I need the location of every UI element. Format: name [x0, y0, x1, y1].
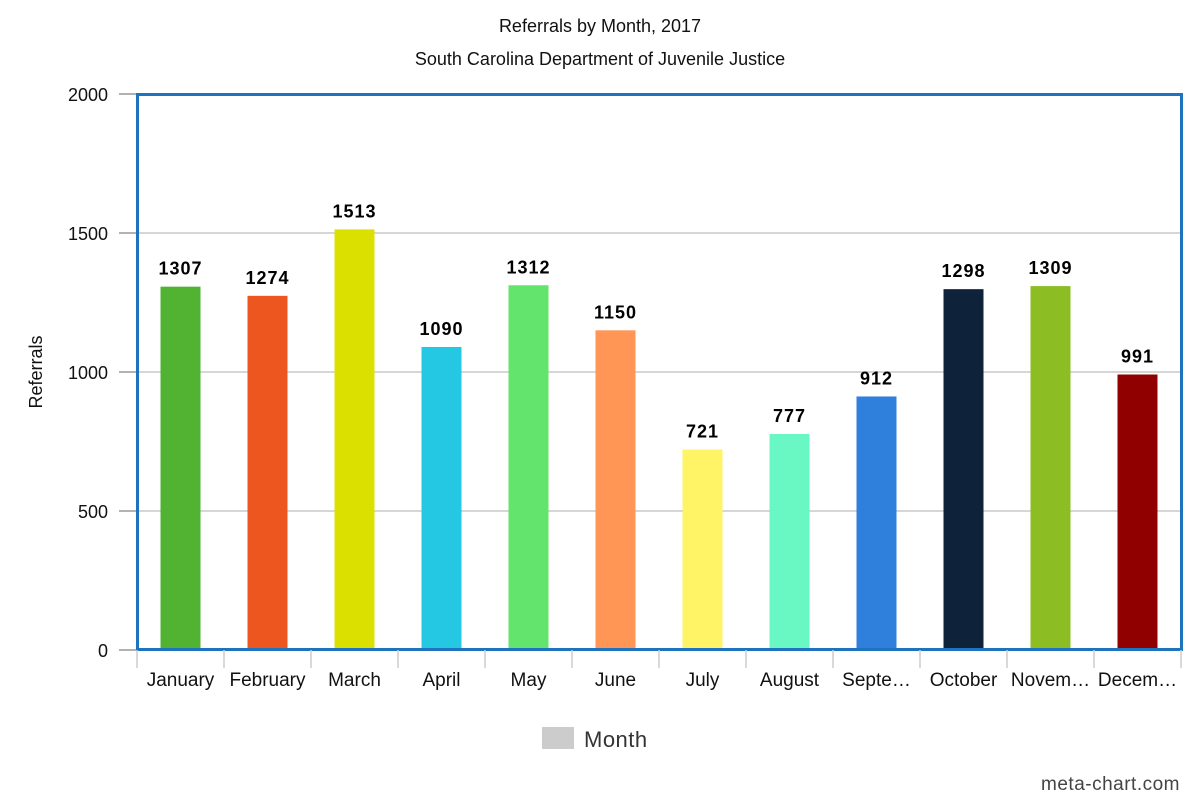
data-label-1: 1307: [158, 259, 202, 279]
data-label-7: 721: [686, 422, 719, 442]
x-tick-label-7: July: [686, 670, 720, 691]
bar-2: [247, 295, 288, 650]
bar-3: [334, 229, 375, 651]
x-tick-label-5: May: [511, 670, 547, 691]
gridlines: [137, 232, 1181, 512]
chart-title: Referrals by Month, 2017: [499, 16, 701, 36]
x-tick-label-6: June: [595, 670, 636, 691]
x-tick-label-8: August: [760, 670, 820, 691]
y-tick-label: 2000: [68, 85, 108, 105]
bars: [160, 229, 1158, 651]
data-label-5: 1312: [506, 257, 550, 277]
y-axis-label: Referrals: [26, 335, 46, 408]
bar-8: [769, 433, 810, 650]
y-tick-label: 1000: [68, 363, 108, 383]
bar-4: [421, 346, 462, 650]
bar-10: [943, 289, 984, 650]
x-tick-label-4: April: [422, 670, 460, 691]
data-label-12: 991: [1121, 347, 1154, 367]
y-axis-ticks: 0 500 1000 1500 2000: [68, 85, 137, 661]
x-tick-label-1: January: [147, 670, 215, 691]
x-tick-label-2: February: [229, 670, 306, 691]
legend: Month: [542, 727, 648, 752]
legend-label-month: Month: [584, 727, 648, 752]
x-tick-label-9: Septe…: [842, 670, 911, 691]
x-axis: January February March April May June July Augu…: [136, 650, 1182, 691]
watermark-text: meta-chart.com: [1041, 774, 1180, 795]
data-labels: 1307 1274 1513 1090 1312 1150 721 777 912 1298 130…: [158, 201, 1154, 442]
data-label-3: 1513: [332, 201, 376, 221]
data-label-8: 777: [773, 406, 806, 426]
x-tick-label-3: March: [328, 670, 381, 691]
chart-subtitle: South Carolina Department of Juvenile Ju…: [415, 49, 785, 69]
bar-7: [682, 449, 723, 650]
bar-11: [1030, 286, 1071, 650]
y-tick-label: 0: [98, 641, 108, 661]
data-label-4: 1090: [419, 319, 463, 339]
data-label-2: 1274: [245, 268, 289, 288]
x-tick-label-10: October: [930, 670, 998, 691]
plot-frame: [136, 93, 1183, 651]
x-tick-label-11: Novem…: [1011, 670, 1090, 691]
data-label-10: 1298: [941, 261, 985, 281]
bar-9: [856, 396, 897, 650]
x-tick-label-12: Decem…: [1098, 670, 1177, 691]
data-label-11: 1309: [1028, 258, 1072, 278]
y-tick-label: 500: [78, 502, 108, 522]
y-tick-label: 1500: [68, 224, 108, 244]
bar-12: [1117, 374, 1158, 650]
bar-5: [508, 285, 549, 650]
bar-6: [595, 330, 636, 650]
legend-swatch: [542, 727, 574, 749]
data-label-9: 912: [860, 368, 893, 388]
data-label-6: 1150: [594, 302, 637, 322]
bar-1: [160, 286, 201, 650]
